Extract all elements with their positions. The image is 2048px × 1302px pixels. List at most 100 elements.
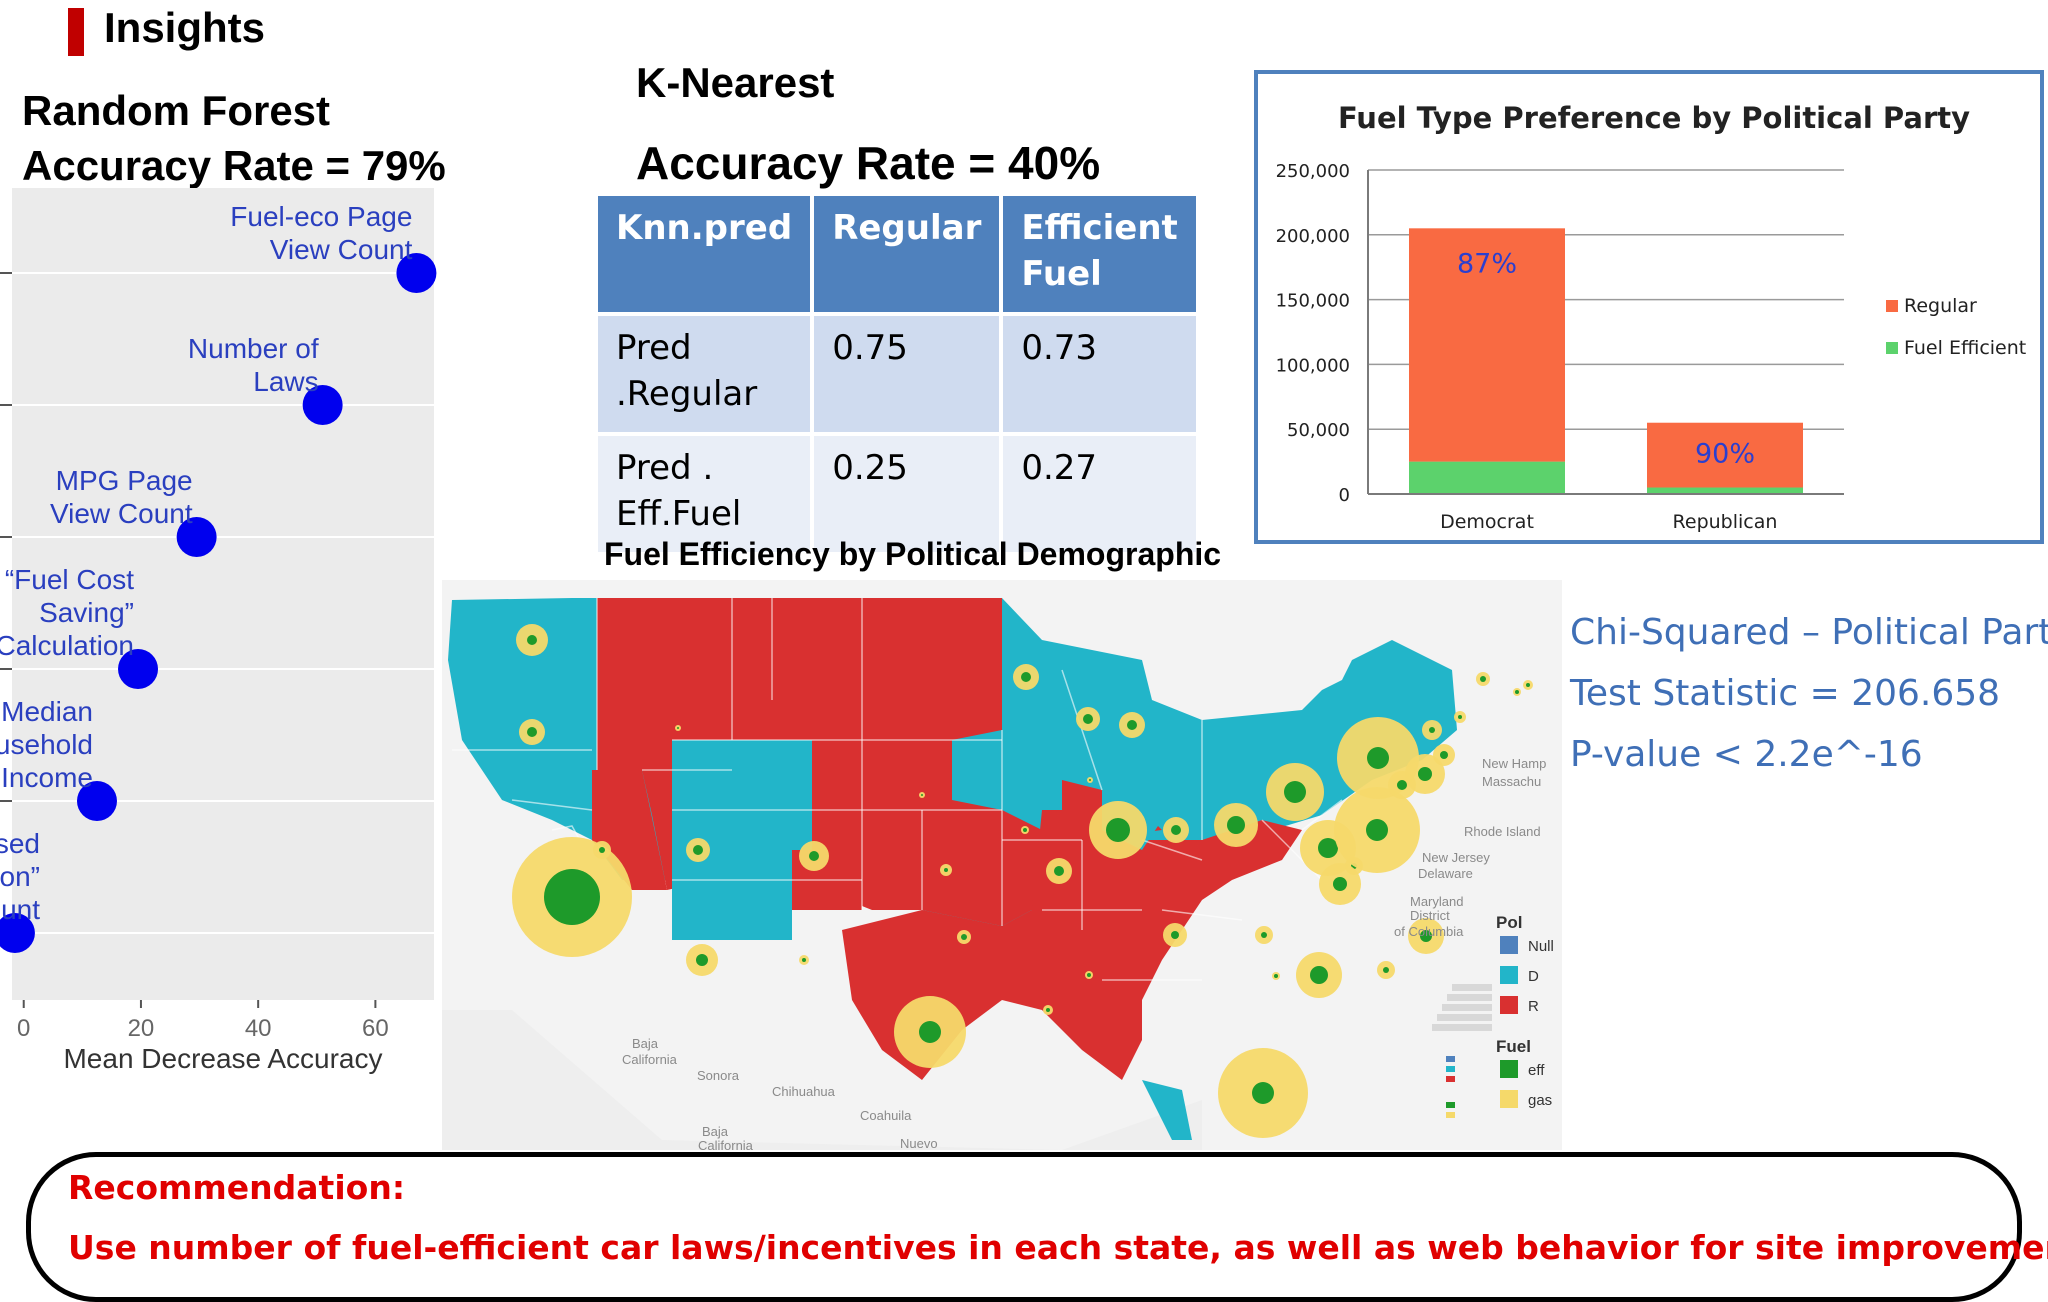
mexico-region xyxy=(442,1010,1202,1150)
size-legend-bar xyxy=(1442,1004,1492,1011)
legend-swatch xyxy=(1500,936,1518,954)
y-tick-label: 200,000 xyxy=(1276,226,1350,247)
header-accent-bar xyxy=(68,8,84,56)
feature-label: Saving” xyxy=(39,597,134,628)
eff-bubble xyxy=(1367,747,1389,769)
eff-bubble xyxy=(1383,967,1389,973)
x-tick-label: 40 xyxy=(245,1015,272,1042)
democrat-states xyxy=(1142,1080,1192,1140)
legend-label: R xyxy=(1528,998,1539,1015)
eff-bubble xyxy=(1087,973,1091,977)
feature-label: Consideration” xyxy=(0,861,40,892)
data-point xyxy=(176,517,217,557)
eff-bubble xyxy=(527,727,537,737)
y-tick-label: 250,000 xyxy=(1276,161,1350,182)
eff-bubble xyxy=(1366,819,1388,841)
chi-squared-title: Chi-Squared – Political Party xyxy=(1570,612,2048,653)
x-tick-label: 20 xyxy=(128,1015,155,1042)
legend-label: gas xyxy=(1528,1092,1552,1109)
legend-title: Pol xyxy=(1496,913,1522,932)
place-label: California xyxy=(622,1052,678,1067)
eff-bubble xyxy=(1106,818,1130,842)
eff-bubble xyxy=(1021,672,1031,682)
place-label: New Jersey xyxy=(1422,850,1490,865)
y-tick-label: 0 xyxy=(1339,485,1350,506)
eff-bubble xyxy=(1458,715,1462,719)
random-forest-title: Random Forest Accuracy Rate = 79% xyxy=(22,84,446,193)
legend-label: Null xyxy=(1528,938,1554,955)
legend-label: D xyxy=(1528,968,1539,985)
header-cell-efficient: Efficient Fuel xyxy=(1003,196,1196,312)
eff-bubble xyxy=(1333,877,1347,891)
knn-accuracy: Accuracy Rate = 40% xyxy=(636,137,1101,189)
state-border xyxy=(1141,839,1203,861)
recommendation-text: Use number of fuel-efficient car laws/in… xyxy=(68,1228,2048,1267)
eff-bubble xyxy=(1310,966,1328,984)
feature-label: Fuel-eco Page xyxy=(230,201,412,232)
table-cell: 0.73 xyxy=(1003,316,1196,432)
y-tick-label: 50,000 xyxy=(1287,420,1350,441)
data-point xyxy=(0,913,35,953)
eff-bubble xyxy=(696,954,708,966)
legend-swatch xyxy=(1886,300,1898,312)
eff-bubble xyxy=(1227,816,1245,834)
table-row: Pred . Eff.Fuel 0.25 0.27 xyxy=(598,436,1196,552)
feature-label: “Used xyxy=(0,828,40,859)
chart-title: Fuel Type Preference by Political Party xyxy=(1338,101,1970,135)
eff-bubble xyxy=(1526,683,1530,687)
plot-panel xyxy=(12,188,434,1000)
eff-bubble xyxy=(809,851,819,861)
eff-bubble xyxy=(1171,931,1179,939)
data-point xyxy=(302,385,343,425)
eff-bubble xyxy=(1429,727,1435,733)
size-legend-bar xyxy=(1432,1024,1492,1031)
mini-legend-swatch xyxy=(1446,1056,1455,1062)
x-tick-label: Democrat xyxy=(1440,511,1534,533)
x-axis-label: Mean Decrease Accuracy xyxy=(63,1043,382,1074)
eff-bubble xyxy=(1440,751,1448,759)
y-tick-label: 100,000 xyxy=(1276,355,1350,376)
random-forest-accuracy: Accuracy Rate = 79% xyxy=(22,141,446,189)
mini-legend-swatch xyxy=(1446,1112,1455,1118)
data-point xyxy=(76,781,117,821)
feature-label: MPG Page xyxy=(56,465,193,496)
legend-swatch xyxy=(1500,1060,1518,1078)
y-tick-label: 150,000 xyxy=(1276,291,1350,312)
bar-segment xyxy=(1647,487,1803,494)
chi-squared-pvalue: P-value < 2.2e^-16 xyxy=(1570,734,1923,775)
eff-bubble xyxy=(1089,779,1091,781)
place-label: Massachu xyxy=(1482,774,1541,789)
state-border xyxy=(1301,799,1343,831)
eff-bubble xyxy=(921,794,923,796)
eff-bubble xyxy=(944,868,948,872)
feature-label: Median xyxy=(1,696,93,727)
place-label: New Hamp xyxy=(1482,756,1546,771)
data-point xyxy=(396,253,437,293)
x-tick-label: Republican xyxy=(1673,511,1778,533)
feature-label: View Count xyxy=(270,234,413,265)
eff-bubble xyxy=(1515,690,1519,694)
eff-bubble xyxy=(802,958,806,962)
mini-legend-swatch xyxy=(1446,1076,1455,1082)
feature-label: View Count xyxy=(0,894,40,925)
eff-bubble xyxy=(1054,866,1064,876)
place-label: Coahuila xyxy=(860,1108,912,1123)
legend-swatch xyxy=(1500,1090,1518,1108)
feature-label: View Count xyxy=(50,498,193,529)
place-label: Delaware xyxy=(1418,866,1473,881)
eff-bubble xyxy=(1171,825,1181,835)
table-cell: 0.75 xyxy=(814,316,1000,432)
eff-bubble xyxy=(1420,930,1432,942)
mini-legend-swatch xyxy=(1446,1102,1455,1108)
table-cell: 0.27 xyxy=(1003,436,1196,552)
place-label: Baja xyxy=(702,1124,729,1139)
place-label: of Columbia xyxy=(1394,924,1464,939)
eff-bubble xyxy=(919,1021,941,1043)
eff-bubble xyxy=(677,727,679,729)
map-title: Fuel Efficiency by Political Demographic xyxy=(604,536,1222,572)
legend-label: Regular xyxy=(1904,295,1977,317)
state-border xyxy=(1161,909,1243,921)
eff-bubble xyxy=(544,869,600,925)
eff-bubble xyxy=(527,635,537,645)
